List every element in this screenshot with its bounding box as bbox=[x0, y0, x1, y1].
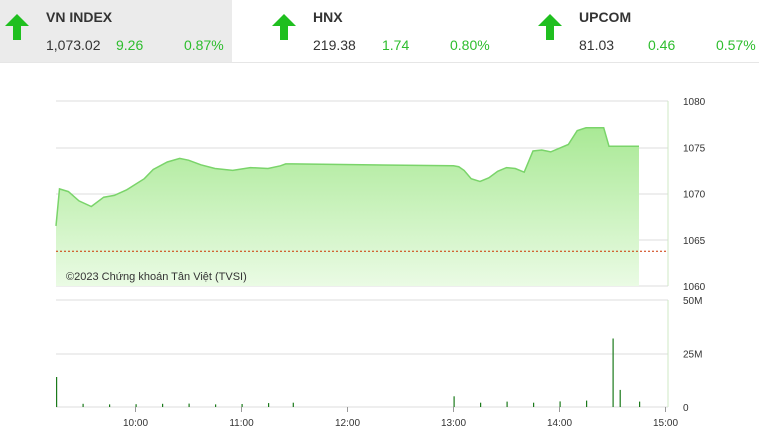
x-tick-label: 13:00 bbox=[441, 418, 466, 429]
price-panel: ©2023 Chứng khoán Tân Việt (TVSI) 1080 10… bbox=[55, 97, 706, 293]
volume-tick-label: 0 bbox=[683, 403, 689, 414]
index-tab-hnx[interactable]: HNX 219.38 1.74 0.80% bbox=[267, 0, 507, 62]
volume-tick-label: 50M bbox=[683, 296, 702, 307]
index-tab-vnindex[interactable]: VN INDEX 1,073.02 9.26 0.87% bbox=[0, 0, 232, 62]
index-bar: VN INDEX 1,073.02 9.26 0.87% HNX 219.38 … bbox=[0, 0, 759, 62]
volume-bar bbox=[639, 401, 641, 407]
volume-bar bbox=[453, 396, 455, 407]
volume-bar bbox=[612, 338, 614, 407]
index-value: 219.38 bbox=[313, 37, 356, 53]
index-value: 1,073.02 bbox=[46, 37, 101, 53]
volume-bar bbox=[619, 389, 621, 407]
up-arrow-icon bbox=[272, 14, 296, 40]
index-change: 9.26 bbox=[116, 37, 144, 53]
price-tick-label: 1070 bbox=[683, 190, 706, 201]
volume-bar bbox=[506, 401, 508, 407]
volume-tick-label: 25M bbox=[683, 350, 702, 361]
volume-bar bbox=[135, 404, 137, 407]
index-name: HNX bbox=[313, 9, 343, 25]
index-value: 81.03 bbox=[579, 37, 615, 53]
volume-bar bbox=[268, 403, 270, 407]
volume-bar bbox=[162, 403, 164, 407]
index-percent: 0.57% bbox=[716, 37, 756, 53]
copyright-text: ©2023 Chứng khoán Tân Việt (TVSI) bbox=[66, 271, 247, 283]
price-tick-label: 1075 bbox=[683, 143, 706, 154]
volume-bar bbox=[109, 404, 111, 407]
index-name: VN INDEX bbox=[46, 9, 113, 25]
x-tick-label: 15:00 bbox=[653, 418, 678, 429]
volume-bar bbox=[56, 377, 58, 407]
price-tick-label: 1080 bbox=[683, 97, 706, 108]
index-tab-upcom[interactable]: UPCOM 81.03 0.46 0.57% bbox=[533, 0, 759, 62]
x-tick-label: 14:00 bbox=[547, 418, 572, 429]
x-tick-label: 10:00 bbox=[123, 418, 148, 429]
header-divider bbox=[0, 62, 759, 63]
volume-bar bbox=[480, 402, 482, 407]
volume-bar bbox=[215, 404, 217, 407]
price-tick-label: 1065 bbox=[683, 236, 706, 247]
volume-bar bbox=[586, 400, 588, 407]
index-change: 0.46 bbox=[648, 37, 676, 53]
x-tick-label: 11:00 bbox=[229, 418, 254, 429]
index-percent: 0.87% bbox=[184, 37, 224, 53]
volume-bar bbox=[188, 403, 190, 407]
price-tick-label: 1060 bbox=[683, 282, 706, 293]
price-area bbox=[56, 127, 639, 286]
index-change: 1.74 bbox=[382, 37, 410, 53]
volume-bar bbox=[82, 403, 84, 407]
volume-bar bbox=[533, 402, 535, 407]
price-line bbox=[55, 127, 639, 226]
x-tick-label: 12:00 bbox=[335, 418, 360, 429]
volume-bar bbox=[559, 401, 561, 407]
up-arrow-icon bbox=[5, 14, 29, 40]
index-name: UPCOM bbox=[579, 9, 632, 25]
volume-bar bbox=[241, 404, 243, 407]
index-percent: 0.80% bbox=[450, 37, 490, 53]
up-arrow-icon bbox=[538, 14, 562, 40]
volume-bar bbox=[292, 402, 294, 407]
volume-panel: 50M 25M 0 bbox=[56, 296, 702, 414]
